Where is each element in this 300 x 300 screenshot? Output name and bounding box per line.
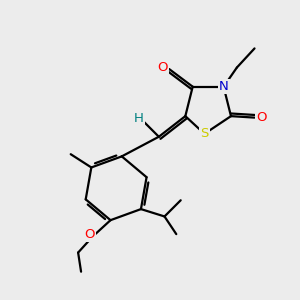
Text: S: S: [200, 127, 209, 140]
Text: O: O: [256, 111, 266, 124]
Text: O: O: [158, 61, 168, 74]
Text: O: O: [85, 228, 95, 242]
Text: N: N: [219, 80, 229, 93]
Text: H: H: [134, 112, 144, 125]
